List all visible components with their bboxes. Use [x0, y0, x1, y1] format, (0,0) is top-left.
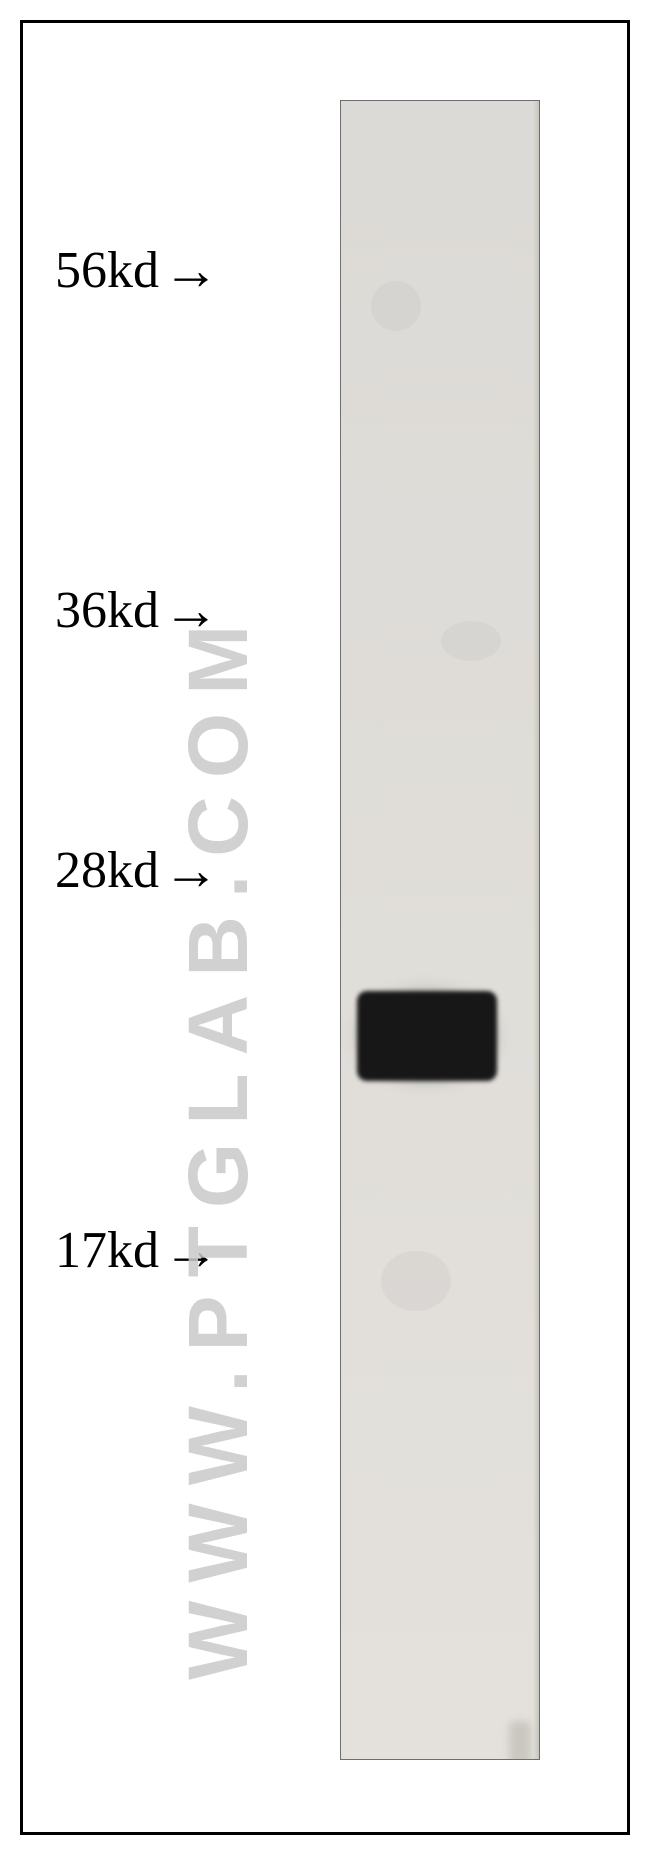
marker-17kd: 17kd →: [55, 1219, 219, 1283]
marker-label: 36kd: [55, 581, 159, 640]
lane-noise-2: [441, 621, 501, 661]
lane-smudge-2: [509, 1721, 531, 1760]
marker-28kd: 28kd →: [55, 839, 219, 903]
marker-36kd: 36kd →: [55, 579, 219, 643]
marker-label: 17kd: [55, 1221, 159, 1280]
blot-lane: [340, 100, 540, 1760]
arrow-right-icon: →: [163, 1219, 219, 1283]
arrow-right-icon: →: [163, 839, 219, 903]
marker-56kd: 56kd →: [55, 239, 219, 303]
protein-band: [357, 991, 497, 1081]
marker-label: 28kd: [55, 841, 159, 900]
lane-noise-3: [381, 1251, 451, 1311]
marker-label: 56kd: [55, 241, 159, 300]
lane-right-edge: [533, 101, 539, 1759]
arrow-right-icon: →: [163, 239, 219, 303]
lane-noise-1: [371, 281, 421, 331]
arrow-right-icon: →: [163, 579, 219, 643]
lane-background: [341, 101, 539, 1759]
